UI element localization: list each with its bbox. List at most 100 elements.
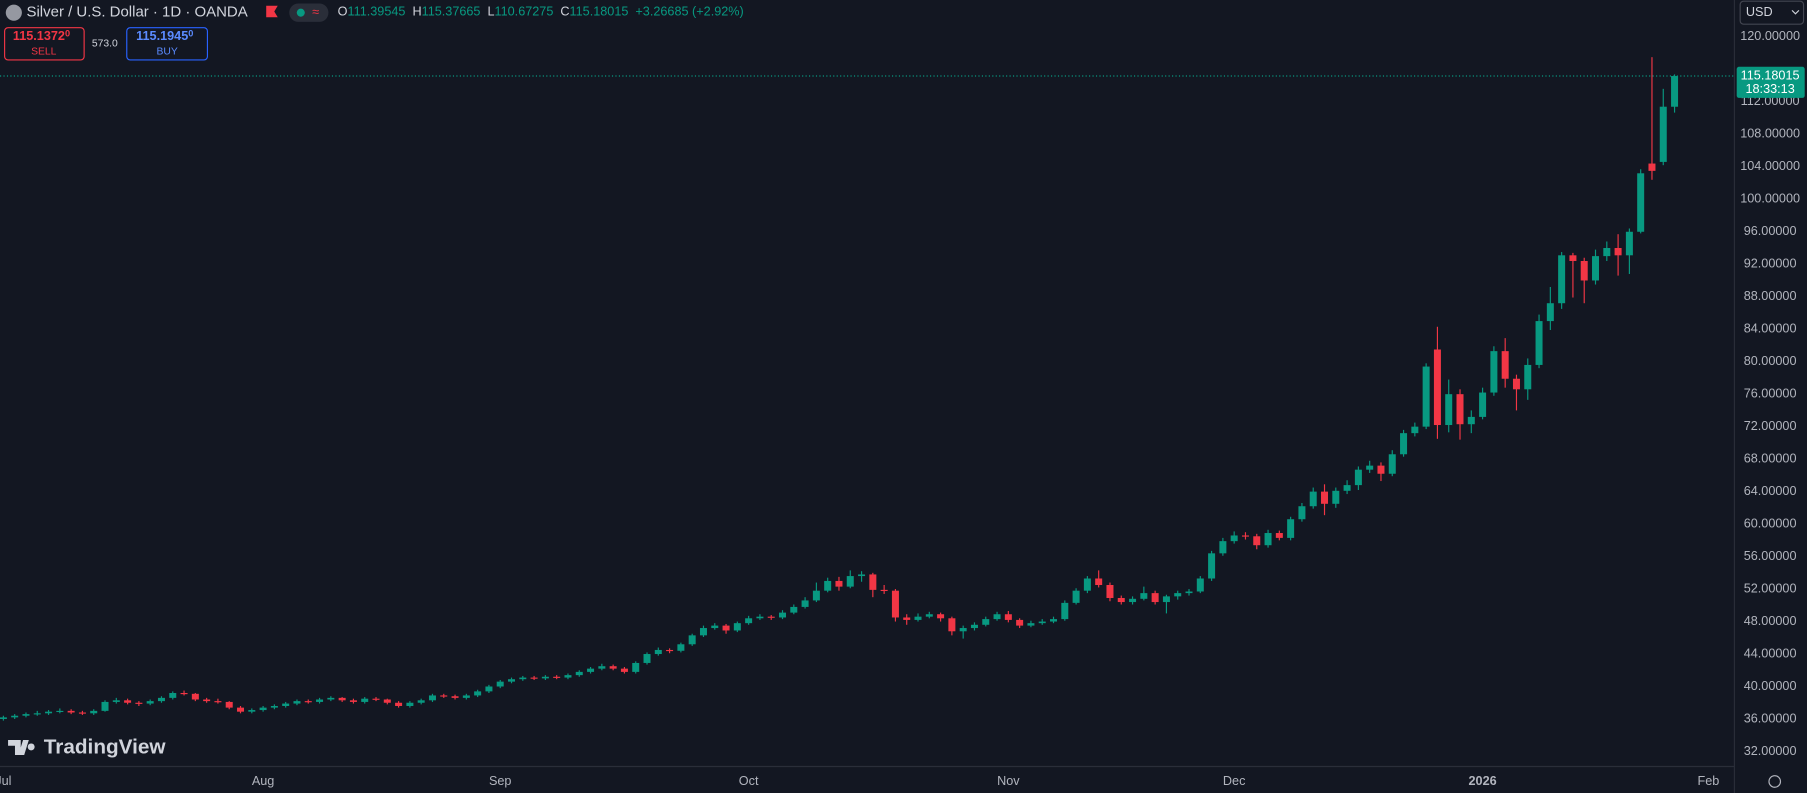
candle-body [428,695,436,701]
candle-body [338,697,346,701]
candle-body [925,614,933,617]
candle-body [248,710,256,712]
c-label: C [560,5,569,19]
y-tick-label: 68.00000 [1744,451,1797,465]
candle-body [1467,416,1475,425]
candle-body [485,686,493,692]
candle-body [349,700,357,702]
candle-body [270,705,278,708]
buy-label: BUY [156,47,177,58]
spread: 573.0 [92,39,118,50]
o-label: O [338,5,348,19]
candle-body [259,707,267,711]
y-tick-label: 56.00000 [1744,549,1797,563]
buy-button[interactable] [126,27,209,61]
candle-body [620,668,628,672]
buy-price-main: 115.1945 [136,29,188,43]
candle-body [575,671,583,676]
sell-button[interactable] [4,27,85,61]
candle-body [993,614,1001,620]
h-value: 115.37665 [422,5,481,19]
y-tick-label: 104.00000 [1740,159,1800,173]
buy-pip: 0 [188,29,193,39]
candle-body [180,692,188,695]
candle-body [1546,303,1554,322]
candle-body [948,618,956,632]
settings-icon[interactable] [1768,775,1782,788]
candle-body [1050,619,1058,622]
candle-body [677,644,685,651]
candle-body [1671,76,1679,107]
x-tick-label: Jul [0,774,11,788]
candle-body [1129,598,1137,603]
candle-body [78,712,86,714]
candle-body [1309,491,1317,507]
change: +3.26685 (+2.92%) [635,5,743,19]
y-tick-label: 100.00000 [1740,192,1800,206]
candle-body [1185,591,1193,594]
currency-button[interactable] [1739,0,1805,25]
candle-body [1072,590,1080,603]
y-tick-label: 96.00000 [1744,224,1797,238]
candle-body [361,698,369,702]
candle-body [1366,465,1374,470]
candle-body [1208,553,1216,579]
candle-body [812,590,820,601]
candle-body [1569,255,1577,261]
l-value: 110.67275 [495,5,554,19]
candle-body [1219,541,1227,554]
candle-body [1411,426,1419,434]
symbol-icon[interactable] [5,4,22,21]
candle-body [1637,173,1645,232]
candle-body [1535,321,1543,365]
symbol-title[interactable]: Silver / U.S. Dollar · 1D · OANDA [27,4,248,21]
candle-body [1083,578,1091,591]
candle-body [1196,578,1204,592]
candle-body [959,628,967,632]
candle-body [1253,536,1261,546]
candle-body [869,574,877,590]
candle-body [146,701,154,704]
sell-pip: 0 [65,29,70,39]
candle-body [1061,602,1069,620]
candle-body [1592,256,1600,281]
candle-body [293,701,301,704]
candle-body [1016,619,1024,626]
candle-body [858,574,866,577]
y-tick-label: 48.00000 [1744,614,1797,628]
x-tick-label: Dec [1223,774,1246,788]
candle-body [56,710,64,713]
y-tick-label: 88.00000 [1744,289,1797,303]
sell-label: SELL [31,47,57,58]
candle-body [1558,255,1566,304]
candle-body [169,692,177,698]
candle-body [1038,621,1046,624]
o-value: 111.39545 [348,5,406,19]
candle-body [970,624,978,629]
candle-body [1422,366,1430,427]
sell-price-main: 115.1372 [13,29,65,43]
candle-body [903,617,911,620]
brand[interactable]: TradingView [44,736,167,759]
y-tick-label: 76.00000 [1744,387,1797,401]
candle-body [699,628,707,636]
candle-body [609,666,617,669]
candle-body [90,710,98,714]
candle-body [982,619,990,625]
candle-body [1625,231,1633,256]
candle-body [1648,163,1656,171]
candle-body [124,700,132,703]
candle-body [598,666,606,669]
chevron [1791,9,1800,15]
buy-price: 115.19450 [136,29,193,43]
sell-price: 115.13720 [13,29,70,43]
flag-icon[interactable] [266,5,278,18]
candle-body [1433,349,1441,426]
c-value: 115.18015 [570,5,629,19]
candle-body [1140,593,1148,599]
y-tick-label: 36.00000 [1744,711,1797,725]
plot-area [0,57,1735,721]
candle-body [214,701,222,703]
candle-body [801,600,809,607]
approx-icon: ≈ [312,5,319,19]
